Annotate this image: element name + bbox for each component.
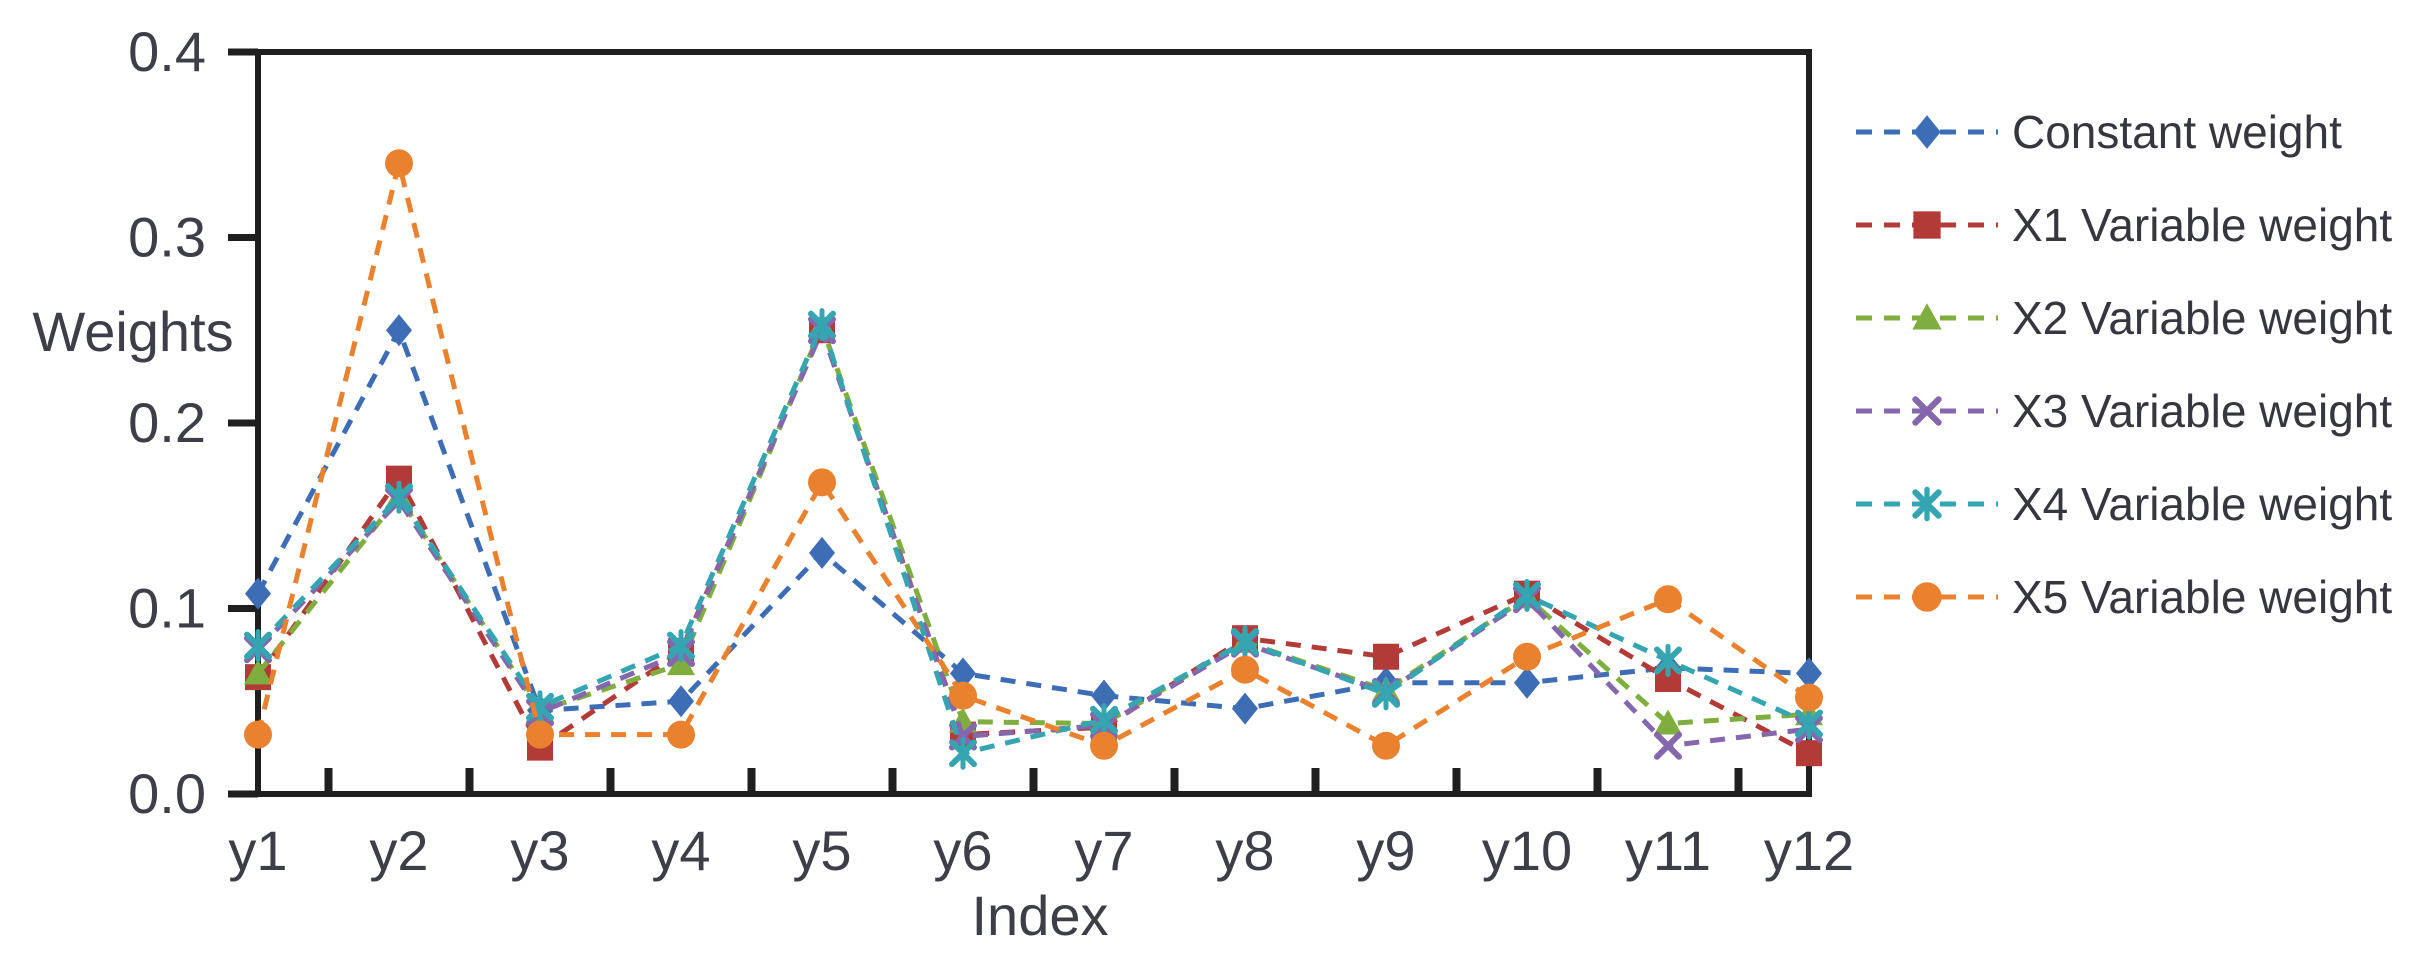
- legend-swatch: [1856, 211, 1998, 239]
- x-tick-label: y2: [369, 819, 428, 882]
- data-point-marker: [1795, 707, 1823, 741]
- legend-item: Constant weight: [1852, 100, 2342, 164]
- data-point-marker: [1231, 625, 1259, 659]
- series-line: [255, 324, 1810, 714]
- star-marker-icon: [1912, 486, 1942, 522]
- legend-item: X2 Variable weight: [1852, 286, 2392, 350]
- legend-swatch: [1856, 396, 1998, 426]
- circle-marker-icon: [1912, 582, 1942, 612]
- legend-label: X3 Variable weight: [2012, 385, 2393, 437]
- data-point-marker: [244, 629, 272, 663]
- y-tick-label: 0.3: [128, 206, 206, 269]
- x-tick-label: y12: [1764, 819, 1854, 882]
- data-point-marker: [667, 629, 695, 663]
- series-line: [255, 162, 1811, 749]
- legend-item: X4 Variable weight: [1852, 472, 2392, 536]
- legend-item: X5 Variable weight: [1852, 565, 2392, 629]
- x-tick-label: y3: [510, 819, 569, 882]
- data-point-marker: [1514, 666, 1540, 699]
- data-point-marker: [1090, 703, 1118, 737]
- y-tick-label: 0.0: [128, 762, 206, 825]
- legend-item: X1 Variable weight: [1852, 193, 2392, 257]
- triangle-marker-icon: [1912, 303, 1942, 330]
- data-point-marker: [386, 314, 412, 347]
- x-tick-label: y7: [1074, 819, 1133, 882]
- x-tick-label: y10: [1482, 819, 1572, 882]
- data-point-marker: [668, 685, 694, 718]
- series-line: [256, 323, 1810, 749]
- data-point-marker: [949, 736, 977, 770]
- legend-label: X4 Variable weight: [2012, 478, 2393, 530]
- x-marker-icon: [1912, 396, 1942, 426]
- diamond-marker-icon: [1913, 115, 1941, 149]
- legend-label: X1 Variable weight: [2012, 199, 2393, 251]
- legend-item: X3 Variable weight: [1852, 379, 2392, 443]
- x-tick-label: y8: [1215, 819, 1274, 882]
- y-tick-label: 0.2: [128, 391, 206, 454]
- legend-swatch: [1856, 303, 1998, 330]
- data-point-marker: [1373, 643, 1399, 670]
- data-point-marker: [1232, 692, 1258, 725]
- data-point-marker: [385, 480, 413, 514]
- data-point-marker: [1513, 642, 1541, 671]
- x-tick-label: y6: [933, 819, 992, 882]
- legend-swatch: [1856, 582, 1998, 612]
- y-axis-title: Weights: [32, 300, 234, 363]
- square-marker-icon: [1913, 211, 1941, 239]
- y-tick-label: 0.1: [128, 577, 206, 640]
- x-tick-label: y1: [228, 819, 287, 882]
- data-point-marker: [808, 468, 836, 497]
- data-point-marker: [1091, 679, 1117, 712]
- data-point-marker: [1231, 655, 1259, 684]
- y-tick-label: 0.4: [128, 20, 206, 83]
- data-point-marker: [1090, 731, 1118, 760]
- data-point-marker: [385, 149, 413, 178]
- data-point-marker: [1513, 579, 1541, 613]
- data-point-marker: [1654, 643, 1682, 677]
- x-tick-label: y5: [792, 819, 851, 882]
- data-point-marker: [1796, 657, 1822, 690]
- series-line: [256, 319, 1810, 727]
- x-tick-label: y4: [651, 819, 710, 882]
- data-point-marker: [667, 720, 695, 749]
- x-tick-label: y9: [1356, 819, 1415, 882]
- legend-label: X5 Variable weight: [2012, 571, 2393, 623]
- legend-label: X2 Variable weight: [2012, 292, 2393, 344]
- data-point-marker: [809, 536, 835, 569]
- data-point-marker: [1654, 731, 1682, 760]
- data-point-marker: [1654, 709, 1682, 735]
- data-point-marker: [244, 720, 272, 749]
- data-point-marker: [667, 650, 695, 676]
- x-tick-label: y11: [1625, 819, 1711, 882]
- data-point-marker: [949, 681, 977, 710]
- data-point-marker: [244, 659, 272, 685]
- data-point-marker: [526, 720, 554, 749]
- legend-swatch: [1856, 115, 1998, 149]
- x-axis-title: Index: [971, 884, 1109, 947]
- data-point-marker: [1654, 585, 1682, 614]
- data-point-marker: [808, 308, 836, 342]
- data-point-marker: [1372, 677, 1400, 711]
- series-line: [256, 317, 1811, 757]
- data-point-marker: [1795, 683, 1823, 712]
- data-point-marker: [245, 577, 271, 610]
- legend-label: Constant weight: [2012, 106, 2342, 158]
- series-line: [255, 323, 1811, 756]
- legend-swatch: [1856, 486, 1998, 522]
- data-point-marker: [1796, 740, 1822, 767]
- legend: Constant weight X1 Variable weight X2 Vari…: [1852, 0, 2420, 700]
- data-point-marker: [1372, 731, 1400, 760]
